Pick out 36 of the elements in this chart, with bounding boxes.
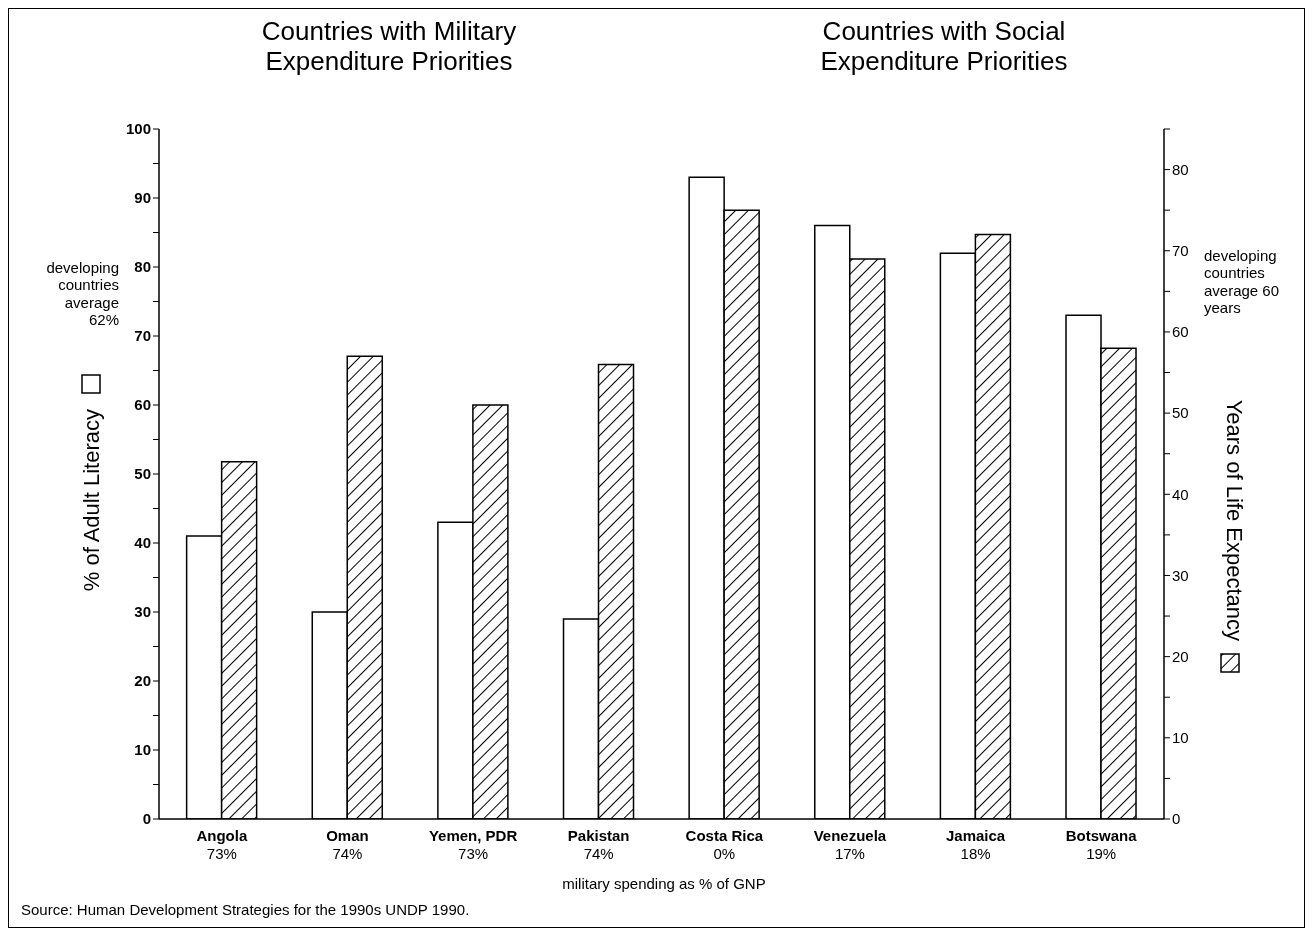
x-tick-label: Oman 74%	[326, 827, 369, 862]
y2-tick-label: 50	[1172, 404, 1189, 422]
source-note: Source: Human Development Strategies for the 1990s UNDP 1990.	[21, 901, 471, 919]
y-tick-label: 10	[134, 741, 151, 759]
y2-tick-label: 10	[1172, 729, 1189, 747]
y-tick-label: 50	[134, 465, 151, 483]
y-tick-label: 100	[125, 120, 151, 138]
x-tick-label: Venezuela 17%	[813, 827, 887, 862]
x-tick-label: Yemen, PDR 73%	[428, 827, 518, 862]
text: developing countries average 62%	[45, 259, 119, 328]
y2-tick-label: 60	[1172, 323, 1189, 341]
y2-tick-label: 80	[1172, 160, 1189, 178]
y2-tick-label: 30	[1172, 566, 1189, 584]
y2-tick-label: 20	[1172, 647, 1189, 665]
x-tick-label: Jamaica 18%	[945, 827, 1006, 862]
text: developing countries average 60 years	[1204, 247, 1281, 316]
y2-tick-label: 70	[1172, 242, 1189, 260]
y-tick-label: 40	[134, 534, 151, 552]
y2-tick-label: 0	[1172, 810, 1181, 828]
x-tick-label: Angola 73%	[196, 827, 248, 862]
y-tick-label: 90	[134, 189, 151, 207]
text: military spending as % of GNP	[561, 875, 767, 893]
y-tick-label: 20	[134, 672, 151, 690]
y2-tick-label: 40	[1172, 485, 1189, 503]
text: Countries with Military Expenditure Priorities	[260, 16, 518, 77]
text: Countries with Social Expenditure Priorities	[819, 16, 1069, 77]
y-tick-label: 30	[134, 603, 151, 621]
x-tick-label: Botswana 19%	[1065, 827, 1138, 862]
x-tick-label: Pakistan 74%	[567, 827, 630, 862]
y-axis-title: % of Adult Literacy	[79, 409, 104, 592]
y-tick-label: 70	[134, 327, 151, 345]
y-tick-label: 0	[142, 810, 151, 828]
y2-axis-title: Years of Life Expectancy	[1222, 399, 1247, 641]
y-tick-label: 60	[134, 396, 151, 414]
x-tick-label: Costa Rica 0%	[685, 827, 764, 862]
y-tick-label: 80	[134, 258, 151, 276]
